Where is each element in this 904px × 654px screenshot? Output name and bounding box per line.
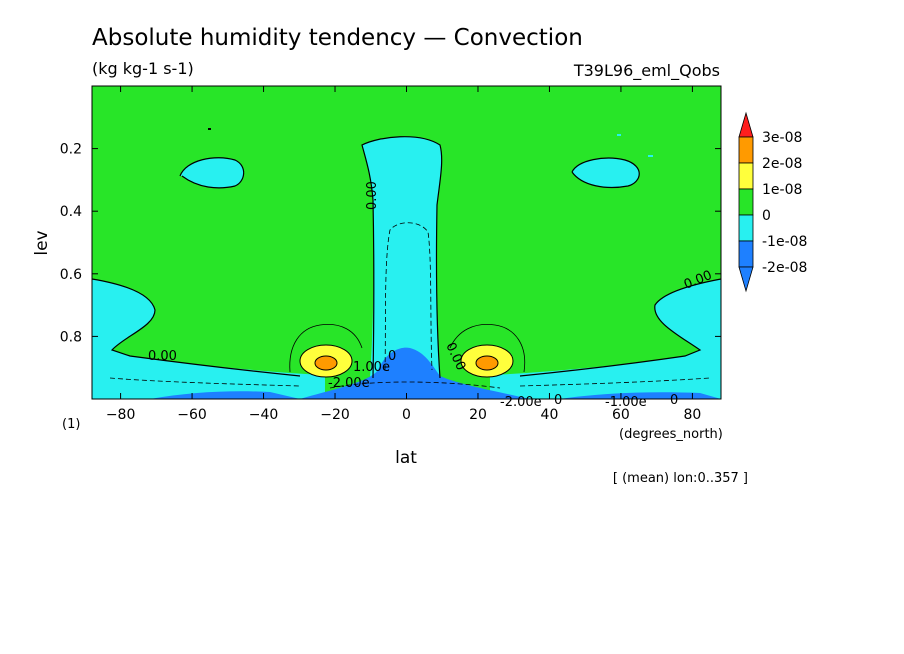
x-tick-label: 80 <box>683 407 701 423</box>
experiment-label: T39L96_eml_Qobs <box>573 61 720 81</box>
x-tick-label: 0 <box>402 407 411 423</box>
contour-label: -2.00e <box>328 376 370 391</box>
region-north-lowband <box>560 392 721 399</box>
x-tick-label: 20 <box>469 407 487 423</box>
region-north-boundary <box>490 279 721 399</box>
chart-title: Absolute humidity tendency — Convection <box>92 25 583 51</box>
subtropical-peak-south <box>289 323 363 378</box>
region-south-lowband <box>150 391 300 399</box>
y-tick-label: 0.2 <box>60 142 82 158</box>
x-tick-label: −40 <box>249 407 279 423</box>
colorbar-bottom-triangle <box>738 266 754 293</box>
y-tick-label: 0.8 <box>60 329 82 345</box>
colorbar-box <box>738 188 754 216</box>
contour-lines <box>91 136 722 379</box>
stray-marker <box>617 134 621 136</box>
x-axis-units: (degrees_north) <box>619 427 723 442</box>
colorbar-box <box>738 240 754 268</box>
contour-label: 1.00e <box>353 360 390 375</box>
colorbar-top-triangle <box>738 111 754 138</box>
colorbar-label: 2e-08 <box>762 156 802 172</box>
x-tick-label: −20 <box>320 407 350 423</box>
y-axis: 0.2 0.4 0.6 0.8 <box>60 142 721 345</box>
x-tick-label: 60 <box>612 407 630 423</box>
chart-subtitle: (kg kg-1 s-1) <box>92 59 194 78</box>
region-equatorial-column <box>325 136 490 399</box>
dashed-contours <box>109 222 711 389</box>
colorbar-box <box>738 162 754 190</box>
stray-marker <box>208 128 211 130</box>
colorbar-box <box>738 136 754 164</box>
x-tick-label: 40 <box>541 407 559 423</box>
region-upper-blob-south <box>180 157 244 188</box>
subtropical-peak-north <box>449 323 526 378</box>
colorbar: 3e-08 2e-08 1e-08 0 -1e-08 -2e-08 <box>738 111 807 293</box>
colorbar-label: 0 <box>762 208 771 224</box>
colorbar-label: 3e-08 <box>762 130 802 146</box>
contour-label: 0 <box>670 393 678 408</box>
contour-label: 0.00 <box>365 181 380 210</box>
region-equatorial-low <box>300 347 530 399</box>
y-tick-label: 0.4 <box>60 204 82 220</box>
y-tick-label: 0.6 <box>60 267 82 283</box>
x-tick-label: −60 <box>177 407 207 423</box>
contour-label: 0 <box>388 349 396 364</box>
colorbar-box <box>738 214 754 242</box>
stray-marker <box>648 155 653 157</box>
colorbar-label: 1e-08 <box>762 182 802 198</box>
contour-label: -2.00e <box>500 395 542 410</box>
region-upper-blob-north <box>572 158 640 188</box>
x-tick-label: −80 <box>106 407 136 423</box>
region-south-boundary <box>92 279 325 399</box>
colorbar-label: -2e-08 <box>762 260 807 276</box>
y-axis-label: lev <box>32 230 52 255</box>
contour-label: 0.00 <box>148 349 177 364</box>
colorbar-label: -1e-08 <box>762 234 807 250</box>
contour-label: 0 <box>554 393 562 408</box>
x-axis-label: lat <box>395 448 417 468</box>
panel-label: (1) <box>62 417 80 432</box>
x-axis: −80 −60 −40 −20 0 20 40 60 80 <box>106 86 701 423</box>
footnote: [ (mean) lon:0..357 ] <box>613 471 748 486</box>
plot-area: 0.00 0.00 0.00 0.00 0 0 1.00e -2.00e -2.… <box>91 85 722 410</box>
